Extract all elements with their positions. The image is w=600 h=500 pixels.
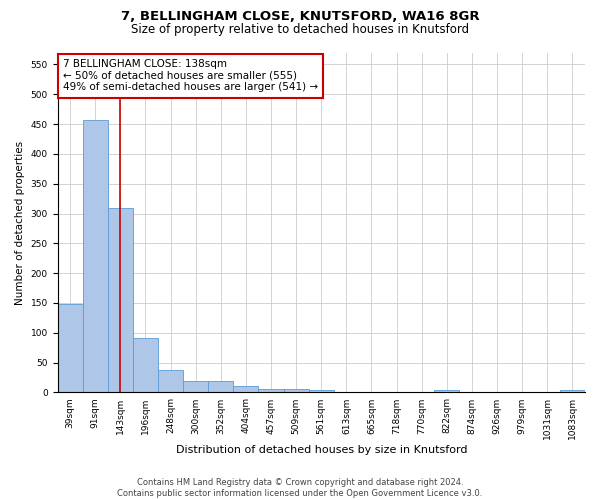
- X-axis label: Distribution of detached houses by size in Knutsford: Distribution of detached houses by size …: [176, 445, 467, 455]
- Bar: [83, 120, 108, 392]
- Text: Contains HM Land Registry data © Crown copyright and database right 2024.
Contai: Contains HM Land Registry data © Crown c…: [118, 478, 482, 498]
- Bar: [233, 386, 259, 392]
- Bar: [309, 390, 334, 392]
- Bar: [58, 304, 83, 392]
- Bar: [434, 390, 460, 392]
- Bar: [133, 338, 158, 392]
- Y-axis label: Number of detached properties: Number of detached properties: [15, 140, 25, 304]
- Bar: [183, 381, 208, 392]
- Bar: [259, 390, 284, 392]
- Bar: [208, 380, 233, 392]
- Text: 7, BELLINGHAM CLOSE, KNUTSFORD, WA16 8GR: 7, BELLINGHAM CLOSE, KNUTSFORD, WA16 8GR: [121, 10, 479, 23]
- Bar: [108, 208, 133, 392]
- Bar: [284, 389, 309, 392]
- Text: 7 BELLINGHAM CLOSE: 138sqm
← 50% of detached houses are smaller (555)
49% of sem: 7 BELLINGHAM CLOSE: 138sqm ← 50% of deta…: [63, 60, 318, 92]
- Text: Size of property relative to detached houses in Knutsford: Size of property relative to detached ho…: [131, 22, 469, 36]
- Bar: [560, 390, 585, 392]
- Bar: [158, 370, 183, 392]
